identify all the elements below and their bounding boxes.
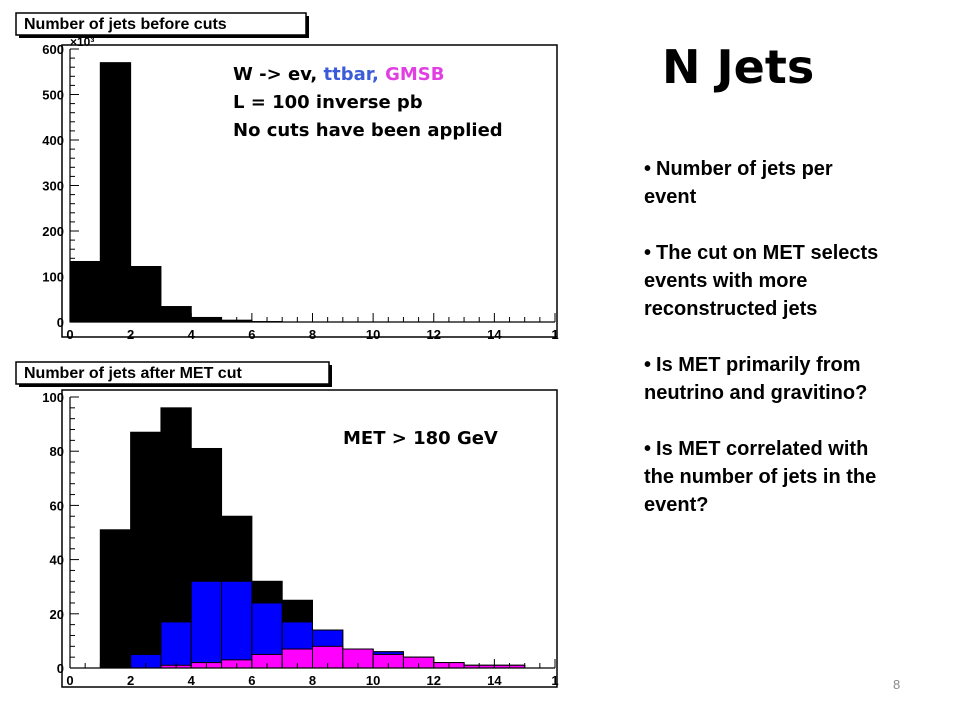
- annotation-segment: L = 100 inverse pb: [233, 92, 423, 113]
- y-tick-label: 0: [57, 661, 64, 676]
- histogram-bar: [130, 265, 162, 323]
- histogram-bar: [190, 580, 223, 669]
- slide-title: N Jets: [662, 40, 815, 94]
- x-tick-label: 10: [366, 327, 380, 342]
- y-tick-label: 100: [42, 270, 64, 285]
- annotation-line: MET > 180 GeV: [343, 428, 498, 449]
- annotation-segment: ttbar,: [324, 64, 386, 85]
- title-box: [15, 361, 330, 385]
- chart-title: Number of jets before cuts: [24, 16, 227, 33]
- y-tick-label: 60: [50, 498, 64, 513]
- x-tick-label: 8: [309, 673, 316, 688]
- annotation-segment: No cuts have been applied: [233, 120, 503, 141]
- y-tick-label: 600: [42, 42, 64, 57]
- title-box: [15, 12, 307, 36]
- x-tick-label: 1: [551, 673, 558, 688]
- histogram-bar: [99, 529, 132, 669]
- annotation-segment: GMSB: [385, 64, 444, 85]
- annotation-segment: MET > 180 GeV: [343, 428, 498, 449]
- x-tick-label: 6: [248, 673, 255, 688]
- x-tick-label: 14: [487, 327, 502, 342]
- annotation-line: L = 100 inverse pb: [233, 92, 423, 113]
- annotation-segment: W -> ev,: [233, 64, 324, 85]
- y-tick-label: 20: [50, 607, 64, 622]
- y-tick-label: 200: [42, 224, 64, 239]
- annotation-line: No cuts have been applied: [233, 120, 503, 141]
- x-tick-label: 4: [188, 673, 196, 688]
- bullet-dot-icon: •: [644, 158, 652, 180]
- y-exponent-label: ×10³: [70, 35, 94, 49]
- x-tick-label: 6: [248, 327, 255, 342]
- x-tick-label: 0: [66, 327, 73, 342]
- x-tick-label: 1: [551, 327, 558, 342]
- bullet-dot-icon: •: [644, 242, 652, 264]
- y-tick-label: 0: [57, 315, 64, 330]
- bullet-item: • The cut on MET selects events with more…: [644, 242, 879, 320]
- bullet-dot-icon: •: [644, 438, 652, 460]
- page-number: 8: [893, 677, 901, 692]
- x-tick-label: 8: [309, 327, 316, 342]
- y-tick-label: 80: [50, 444, 64, 459]
- bullet-item: • Is MET primarily from neutrino and grav…: [644, 354, 868, 404]
- histogram-bar: [221, 580, 253, 669]
- x-tick-label: 10: [366, 673, 380, 688]
- annotation-line: W -> ev, ttbar, GMSB: [233, 64, 444, 85]
- y-tick-label: 100: [42, 390, 64, 405]
- y-tick-label: 300: [42, 179, 64, 194]
- bullet-item: • Number of jets per event: [644, 158, 833, 208]
- bullet-item: • Is MET correlated with the number of je…: [644, 438, 877, 516]
- x-tick-label: 0: [66, 673, 73, 688]
- x-tick-label: 2: [127, 327, 134, 342]
- y-tick-label: 40: [50, 553, 64, 568]
- histogram-bar: [160, 621, 192, 669]
- x-tick-label: 4: [188, 327, 196, 342]
- chart-title: Number of jets after MET cut: [24, 365, 242, 382]
- x-tick-label: 2: [127, 673, 134, 688]
- histogram-bar: [99, 62, 132, 323]
- x-tick-label: 12: [427, 673, 441, 688]
- y-tick-label: 400: [42, 133, 64, 148]
- bullet-dot-icon: •: [644, 354, 652, 376]
- y-tick-label: 500: [42, 88, 64, 103]
- x-tick-label: 14: [487, 673, 502, 688]
- histogram-bar: [130, 431, 162, 669]
- x-tick-label: 12: [427, 327, 441, 342]
- bullet-list: • Number of jets per event • The cut on ME…: [644, 155, 884, 547]
